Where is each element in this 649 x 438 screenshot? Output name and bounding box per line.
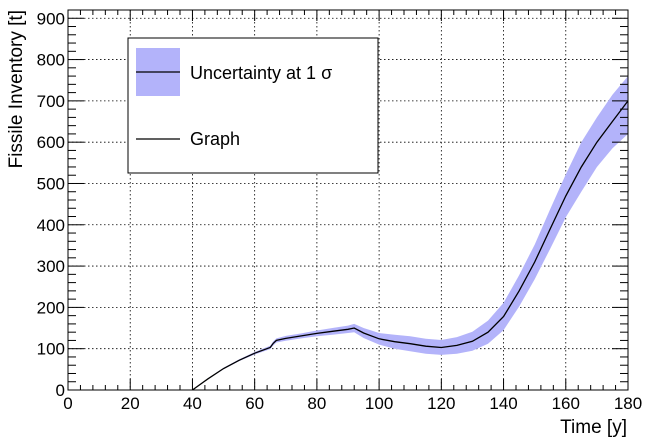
x-tick-label: 20	[121, 394, 140, 413]
tick-labels: 0 20 40 60 80 100 120 140 160 180 0 100 200 300 400 500…	[37, 9, 643, 413]
x-tick-label: 140	[489, 394, 517, 413]
legend-label-graph: Graph	[190, 129, 240, 149]
legend: Uncertainty at 1 σ Graph	[127, 37, 379, 174]
uncertainty-band	[192, 76, 628, 390]
y-tick-label: 900	[37, 9, 65, 28]
y-tick-label: 0	[56, 381, 65, 400]
x-tick-label: 100	[365, 394, 393, 413]
y-tick-label: 100	[37, 340, 65, 359]
x-tick-label: 40	[183, 394, 202, 413]
y-tick-label: 200	[37, 298, 65, 317]
legend-label-uncertainty: Uncertainty at 1 σ	[190, 63, 332, 83]
y-axis-title: Fissile Inventory [t]	[6, 10, 27, 168]
x-tick-label: 60	[245, 394, 264, 413]
x-tick-label: 160	[552, 394, 580, 413]
y-tick-label: 800	[37, 51, 65, 70]
x-axis-title: Time [y]	[560, 417, 627, 438]
plot-frame	[67, 9, 629, 391]
y-tick-label: 300	[37, 257, 65, 276]
x-tick-label: 80	[307, 394, 326, 413]
y-tick-label: 500	[37, 174, 65, 193]
x-tick-label: 180	[614, 394, 642, 413]
y-tick-label: 600	[37, 133, 65, 152]
series-line-graph	[192, 100, 629, 391]
x-tick-label: 0	[63, 394, 72, 413]
y-tick-label: 700	[37, 92, 65, 111]
x-tick-label: 120	[427, 394, 455, 413]
y-tick-label: 400	[37, 216, 65, 235]
